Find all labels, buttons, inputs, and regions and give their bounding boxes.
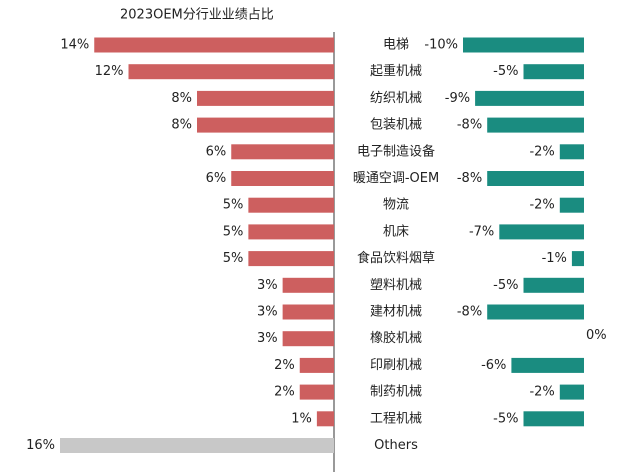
value-label: 3% [257, 331, 278, 346]
value-label: -2% [529, 144, 554, 159]
bar [197, 117, 334, 133]
category-label: 机床 [383, 224, 409, 239]
bar [282, 277, 334, 293]
bar [231, 171, 334, 186]
value-label: -8% [457, 305, 482, 320]
bar [60, 438, 334, 453]
value-label: 3% [257, 305, 278, 320]
value-label: 1% [291, 411, 312, 426]
category-label: 物流 [383, 198, 409, 213]
value-label: 14% [60, 38, 89, 53]
bar [499, 224, 584, 240]
value-label: -5% [493, 278, 518, 293]
value-label: 2% [274, 358, 295, 373]
bar [487, 304, 584, 320]
bar [523, 277, 584, 293]
value-label: -2% [529, 385, 554, 400]
category-label: 塑料机械 [370, 278, 422, 293]
category-label: 食品饮料烟草 [357, 250, 435, 266]
bar [299, 357, 334, 373]
bar [475, 90, 584, 106]
category-label: 纺织机械 [370, 91, 422, 106]
bar [523, 411, 584, 427]
value-label: -7% [469, 224, 494, 239]
value-label: 0% [586, 328, 607, 343]
bar [299, 384, 334, 400]
category-label: 印刷机械 [370, 358, 422, 373]
bar [511, 357, 584, 373]
value-label: -8% [457, 118, 482, 133]
value-label: -6% [481, 358, 506, 373]
bar [282, 304, 334, 320]
category-label: Others [374, 438, 418, 453]
value-label: -2% [529, 198, 554, 213]
category-label: 起重机械 [370, 63, 422, 79]
bar [487, 171, 584, 186]
value-label: 3% [257, 278, 278, 293]
value-label: -8% [457, 171, 482, 186]
bar [571, 251, 584, 267]
bar [248, 251, 334, 267]
category-label: 电子制造设备 [357, 143, 435, 159]
category-label: 电梯 [383, 38, 409, 53]
value-label: 5% [223, 224, 244, 239]
value-label: -5% [493, 411, 518, 426]
bar [282, 331, 334, 347]
category-label: 暖通空调-OEM [353, 171, 439, 186]
value-label: 8% [171, 91, 192, 106]
category-label: 建材机械 [370, 305, 422, 320]
bar [128, 64, 334, 80]
value-label: 12% [95, 64, 124, 79]
chart-title: 2023OEM分行业业绩占比 [120, 8, 274, 23]
value-label: 16% [26, 438, 55, 453]
value-label: -1% [542, 251, 567, 266]
value-label: 5% [223, 198, 244, 213]
bar [487, 117, 584, 133]
value-label: 5% [223, 251, 244, 266]
bar [523, 64, 584, 80]
bar [316, 411, 334, 427]
value-label: 6% [206, 171, 227, 186]
category-label: 包装机械 [370, 118, 422, 133]
bar [94, 37, 334, 53]
bar [559, 384, 584, 400]
value-label: -10% [424, 38, 458, 53]
value-label: 6% [206, 144, 227, 159]
bar [559, 197, 584, 213]
category-label: 制药机械 [370, 385, 422, 400]
value-label: -9% [445, 91, 470, 106]
value-label: 8% [171, 118, 192, 133]
bar [248, 224, 334, 240]
category-label: 工程机械 [370, 411, 422, 426]
bar [231, 144, 334, 160]
bar [248, 197, 334, 213]
bar [197, 90, 334, 106]
bar [559, 144, 584, 160]
bar [463, 37, 584, 53]
category-label: 橡胶机械 [370, 330, 422, 346]
value-label: 2% [274, 385, 295, 400]
value-label: -5% [493, 64, 518, 79]
